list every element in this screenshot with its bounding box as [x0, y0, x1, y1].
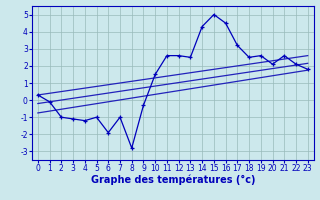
X-axis label: Graphe des températures (°c): Graphe des températures (°c)	[91, 175, 255, 185]
